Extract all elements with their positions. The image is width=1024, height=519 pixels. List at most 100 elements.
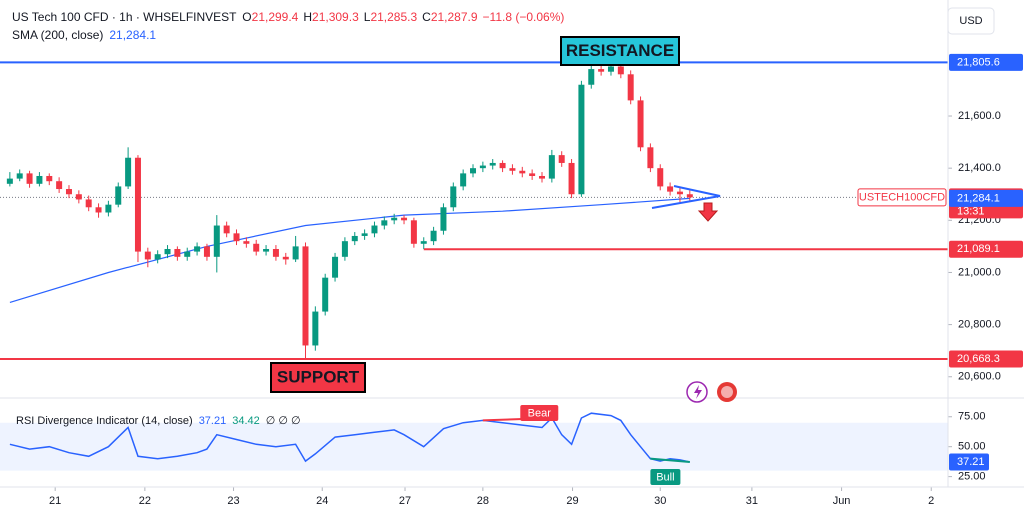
candle-body [46,175,53,182]
candle-body [529,173,536,176]
event-icon-bolt [694,385,702,399]
candle-body [519,170,526,174]
candle-body [194,246,201,252]
support-label: SUPPORT [277,367,360,386]
candle-body [450,186,457,208]
candle-body [282,256,289,260]
symbol: US Tech 100 CFD · 1h · WHSELFINVEST [12,10,237,24]
y-tick-label: 21,000.0 [958,266,1001,278]
ohlc-label: C [422,10,431,24]
price-label-box [949,350,1023,368]
resistance-box [560,36,680,66]
y-tick-label: 20,600.0 [958,371,1001,383]
candle-body [253,243,260,252]
x-tick-label: 28 [477,495,489,507]
candle-body [588,69,595,85]
ohlc-label: L [364,10,371,24]
triangle-pattern [651,185,721,209]
candle-body [637,100,644,148]
y-tick-label: 21,600.0 [958,110,1001,122]
candle-body [351,235,358,242]
x-tick-label: 23 [227,495,239,507]
candle-body [75,194,82,200]
candle-body [6,178,13,184]
sma-value: 21,284.1 [109,28,156,42]
candle-body [134,157,141,252]
candle-body [115,186,122,205]
rsi-value: 37.21 [199,415,227,427]
ohlc-value: 21,299.4 [252,10,299,24]
bear-label: Bear [528,407,552,419]
candle-body [125,157,132,187]
candle-body [174,248,181,257]
bull-divergence [650,457,690,463]
candle-body [272,248,279,257]
candle-body [16,173,23,179]
rsi-tick-label: 75.00 [958,411,986,423]
rsi-band [0,422,948,471]
plot-area: 20,600.020,800.021,000.021,200.021,400.0… [0,53,1023,507]
candle-body [95,207,102,213]
currency[interactable]: USD [959,15,982,27]
ohlc-value: 21,287.9 [431,10,478,24]
candle-body [154,254,161,260]
candle-body [499,162,506,169]
rsi-line [9,412,690,463]
candle-body [26,173,33,184]
candle-body [144,251,151,260]
candle-body [381,220,388,226]
x-tick-label: 30 [654,495,666,507]
candle-body [420,241,427,244]
candle-body [558,155,565,163]
rsi-legend: RSI Divergence Indicator (14, close) 37.2… [16,415,301,427]
ohlc-label: O [242,10,251,24]
bull-label: Bull [656,471,674,483]
candle-body [548,155,555,179]
candle-body [460,173,467,187]
x-tick-label: 29 [566,495,578,507]
x-tick-label: 2 [928,495,934,507]
x-tick-label: 24 [316,495,328,507]
candle-body [538,175,545,179]
price-label-box [949,240,1023,258]
price-label: 21,805.6 [957,56,1000,68]
rsi-tick-label: 25.00 [958,471,986,483]
change: −11.8 (−0.06%) [483,10,565,24]
candle-body [36,175,43,184]
symbol-label: USTECH100CFD [859,191,945,203]
resistance-label: RESISTANCE [566,41,674,60]
candle-body [164,248,171,255]
candle-body [85,199,92,208]
candle-body [203,246,210,257]
news-icon-inner [721,386,733,398]
y-tick-label: 20,800.0 [958,319,1001,331]
price-label: 20,668.3 [957,353,1000,365]
down-arrow [697,202,719,222]
candle-body [470,168,477,174]
bear-box [520,405,559,421]
price-label: 21,284.1 [957,192,1000,204]
candle-body [430,230,437,242]
candle-body [371,225,378,234]
x-tick-label: Jun [833,495,851,507]
ohlc-value: 21,309.3 [312,10,359,24]
candle-body [509,168,516,171]
candle-body [184,251,191,257]
candle-body [263,248,270,252]
candle-body [489,162,496,166]
candle-body [607,66,614,72]
rsi-value-box [949,453,989,471]
candle-body [302,246,309,346]
candle-body [568,162,575,195]
symbol-box [857,188,947,207]
candle-body [213,225,220,257]
candle-body [676,191,683,195]
candle-body [479,165,486,169]
legend-header: US Tech 100 CFD · 1h · WHSELFINVEST O21,2… [12,10,564,24]
candle-body [322,277,329,312]
candle-body [598,69,605,72]
candle-body [341,241,348,257]
currency-button[interactable] [947,7,995,35]
candle-body [578,84,585,195]
